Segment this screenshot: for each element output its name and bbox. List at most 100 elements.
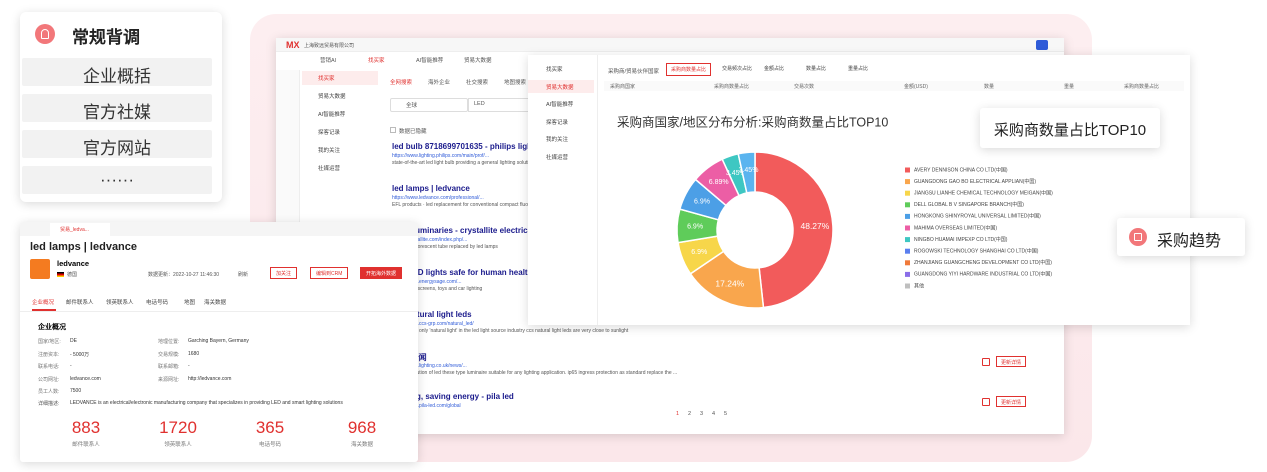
field: - 5000万: [70, 351, 90, 358]
nav-item[interactable]: 贸易大数据: [546, 84, 574, 91]
nav-item[interactable]: 社媒运营: [318, 166, 341, 172]
top-tab[interactable]: AI智能推荐: [416, 58, 444, 64]
nav-item[interactable]: 找买家: [318, 76, 335, 82]
tab[interactable]: [50, 223, 110, 236]
callout-trend[interactable]: 采购趋势: [1117, 218, 1245, 256]
menu-item-label: ······: [100, 170, 134, 189]
page-number[interactable]: 5: [724, 411, 728, 417]
metric-tab[interactable]: 重量占比: [848, 66, 869, 72]
nav-item[interactable]: 我的关注: [318, 148, 341, 154]
result-title[interactable]: ccs natural light leds: [392, 310, 472, 319]
result-title[interactable]: LED Luminaries - crystallite electrical …: [392, 226, 582, 235]
top-tab[interactable]: 贸易大数据: [464, 58, 492, 64]
description-label: 详细描述:: [38, 401, 60, 407]
refresh[interactable]: 刷新: [238, 272, 249, 278]
detail-tab[interactable]: 地图: [184, 300, 196, 306]
detail-button[interactable]: 更新详情: [996, 396, 1027, 407]
menu-item[interactable]: [22, 94, 212, 122]
stat-value: 1720: [159, 418, 197, 437]
menu-item[interactable]: [22, 58, 212, 86]
stat-value: 968: [347, 418, 377, 437]
sub-tab[interactable]: 地图搜索: [504, 80, 527, 86]
pie-slice: [754, 151, 834, 309]
tab-bar: [20, 222, 418, 236]
top-tab[interactable]: 营销AI: [320, 58, 337, 64]
metric-tab[interactable]: 数量占比: [806, 66, 827, 72]
action-button[interactable]: 开拓海外数据: [360, 267, 403, 279]
top-tab[interactable]: 找买家: [368, 58, 385, 64]
page-number[interactable]: 1: [676, 411, 680, 417]
menu-item-label: 官方网站: [83, 139, 151, 158]
menu-icon: [35, 24, 55, 44]
page-number[interactable]: 3: [700, 411, 704, 417]
menu-item[interactable]: [22, 130, 212, 158]
pie-chart: 采购商国家/地区分布分析:采购商数量占比TOP10 48.27% 17.24% 6.…: [617, 114, 1053, 309]
legend-swatch: [905, 202, 910, 208]
checkbox-label: 数据已隐藏: [399, 129, 427, 135]
sub-tab[interactable]: 海外企业: [428, 80, 451, 86]
legend-label: HONGKONG SHINYROYAL UNIVERSAL LIMITED(中国…: [914, 213, 1041, 220]
nav-item[interactable]: 找买家: [546, 67, 563, 73]
detail-tab[interactable]: 企业概况: [32, 300, 55, 306]
nav-active: [302, 71, 378, 85]
detail-button[interactable]: 更新详情: [996, 356, 1027, 367]
result-snippet: running solution of led these type lumin…: [392, 370, 678, 376]
result-url: https://www.energysage.com/...: [392, 279, 462, 285]
detail-tab[interactable]: 邮件联系人: [66, 300, 94, 306]
nav-item[interactable]: 探客记录: [318, 130, 341, 136]
page-number[interactable]: 2: [688, 411, 692, 417]
nav-item[interactable]: AI智能推荐: [546, 102, 574, 109]
result-url: https://www.pila-led.com/global: [392, 403, 461, 409]
search-button[interactable]: [1036, 40, 1048, 50]
result-title[interactable]: led lamps | ledvance: [392, 184, 470, 193]
menu-card: 常规背调 企业概括 官方社媒 官方网站 ······: [20, 12, 222, 202]
field: 来源网址:: [158, 376, 180, 383]
column-header: 金额(USD): [904, 84, 928, 90]
nav-item[interactable]: 探客记录: [546, 119, 569, 126]
column-header: 采购商数量占比: [1124, 84, 1160, 90]
favorite[interactable]: [982, 398, 990, 406]
nav-item[interactable]: 贸易大数据: [318, 94, 346, 100]
field: 1680: [188, 350, 200, 357]
stat-value: 365: [255, 418, 285, 437]
detail-tab[interactable]: 海关数据: [204, 300, 227, 306]
action-button[interactable]: 编辑到CRM: [310, 267, 349, 279]
flag: [57, 272, 64, 277]
stat-label: 电话号码: [258, 442, 281, 448]
metric-tab[interactable]: 金额占比: [764, 66, 785, 72]
slice-label: 48.27%: [800, 221, 829, 231]
result-snippet: EFL products · led replacement for conve…: [392, 202, 560, 208]
slice-label: 3.45%: [726, 170, 746, 177]
field: 员工人数:: [38, 389, 60, 395]
field: 注册资本:: [38, 351, 60, 358]
field: 国家/地区:: [38, 339, 61, 345]
result-title[interactable]: lighting, saving energy - pila led: [392, 392, 514, 401]
country: 德国: [67, 272, 78, 278]
slice-label: 6.9%: [687, 224, 703, 231]
menu-item[interactable]: [22, 166, 212, 194]
nav-item[interactable]: AI智能推荐: [318, 112, 346, 118]
sub-tab[interactable]: 全网搜索: [390, 80, 413, 86]
result-snippet: led used in screens, toys and car lighti…: [392, 286, 483, 292]
metric-tab[interactable]: 交易频次占比: [722, 66, 753, 72]
favorite[interactable]: [982, 358, 990, 366]
region-select[interactable]: [390, 98, 468, 112]
table-header: 采购商国家 采购商数量占比 交易次数 金额(USD) 数量 重量 采购商数量占比: [604, 81, 1184, 91]
nav-item[interactable]: 我的关注: [546, 137, 569, 144]
result-title[interactable]: Are LED lights safe for human health?: [392, 268, 538, 277]
icon-glyph: [1134, 233, 1142, 241]
nav-item[interactable]: 社媒运营: [546, 155, 569, 161]
result-url: https://www.lighting.co.uk/news/...: [392, 363, 467, 369]
callout-text: 采购商数量占比TOP10: [993, 122, 1147, 139]
field: -: [188, 363, 190, 369]
detail-tab[interactable]: 领英联系人: [106, 300, 134, 306]
update-time: 数据更新：2022-10-27 11:46:30: [148, 272, 220, 278]
detail-tab[interactable]: 电话号码: [146, 300, 169, 306]
sub-tab[interactable]: 社交搜索: [466, 80, 489, 86]
checkbox[interactable]: [390, 127, 396, 133]
metric-tab[interactable]: 采购商数量占比: [666, 63, 712, 76]
legend-swatch: [905, 190, 910, 196]
action-button[interactable]: 加关注: [270, 267, 298, 279]
result-title[interactable]: led bulb 8718699701635 - philips lightin…: [392, 142, 547, 151]
page-number[interactable]: 4: [712, 411, 716, 417]
